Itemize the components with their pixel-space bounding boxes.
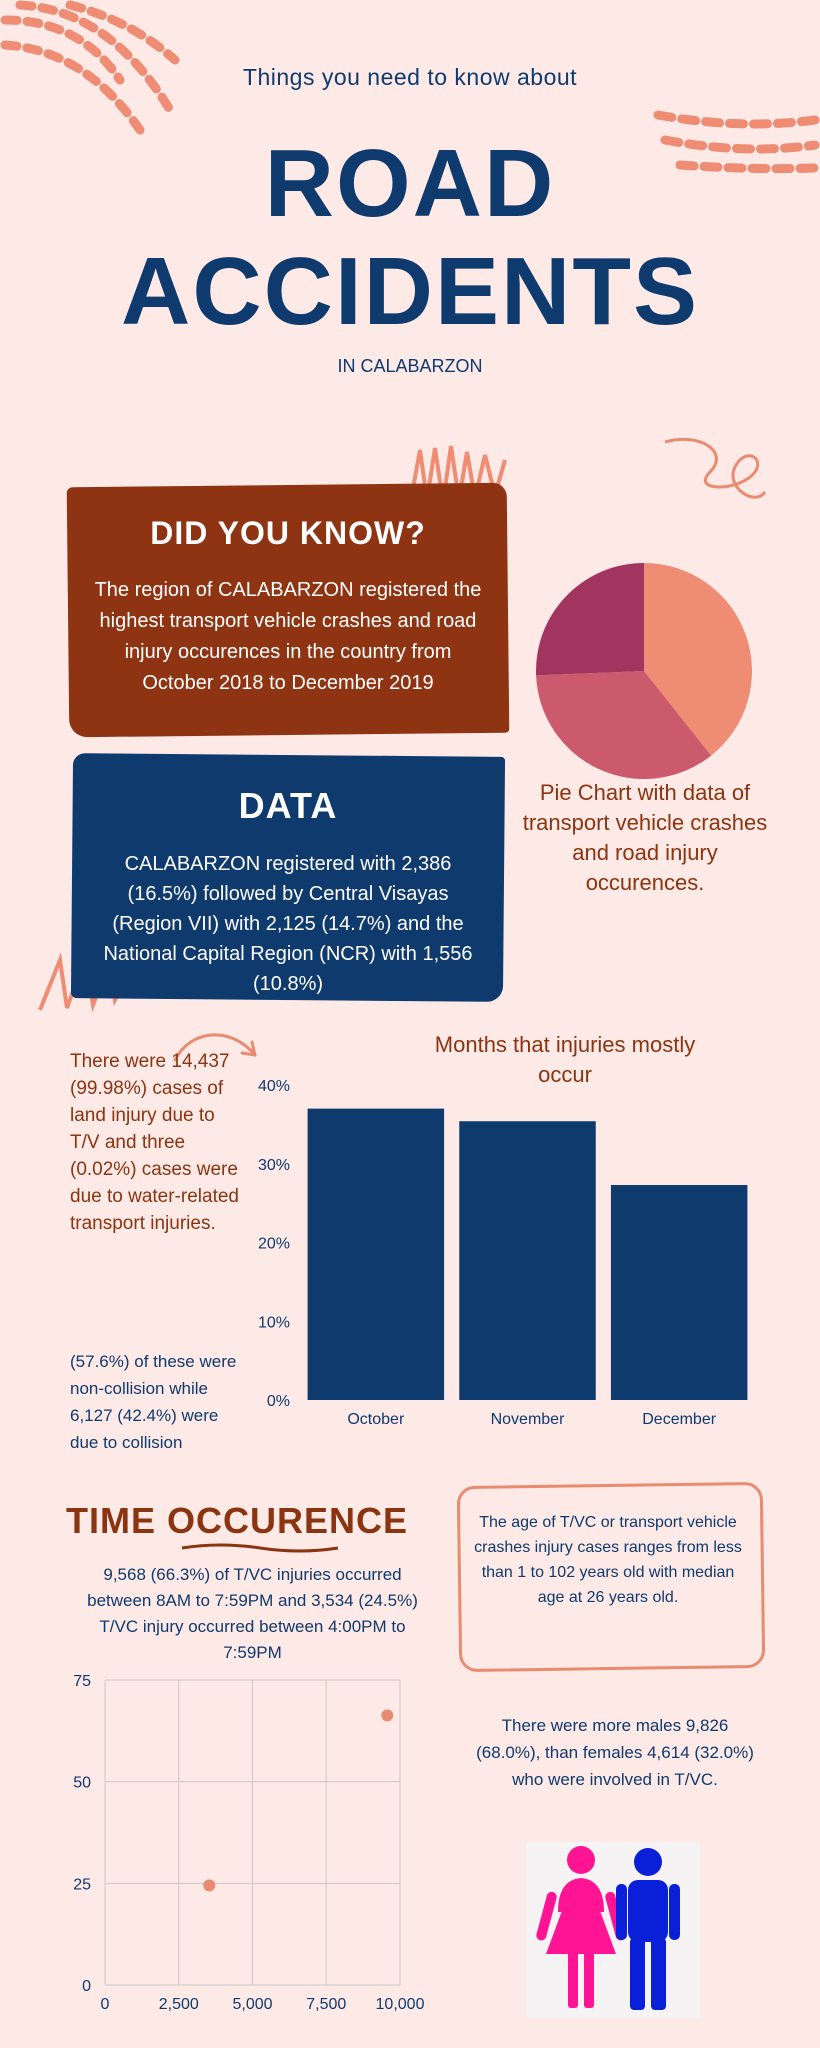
y-tick-label: 20% bbox=[258, 1236, 290, 1253]
y-tick-label: 0 bbox=[82, 1978, 91, 1995]
squiggle-icon bbox=[664, 437, 767, 499]
x-tick-label: 7,500 bbox=[306, 1996, 346, 2013]
scatter-point bbox=[381, 1709, 394, 1722]
pie-slice bbox=[644, 563, 752, 756]
bar bbox=[307, 1108, 445, 1400]
y-tick-label: 10% bbox=[258, 1314, 290, 1331]
x-tick-label: 5,000 bbox=[232, 1996, 272, 2013]
time-occurence-body: 9,568 (66.3%) of T/VC injuries occurred … bbox=[87, 1565, 418, 1662]
x-tick-label: December bbox=[642, 1411, 716, 1428]
gender-icons bbox=[536, 1846, 680, 2010]
bar bbox=[459, 1121, 596, 1400]
male-icon bbox=[616, 1848, 680, 2010]
injury-note: There were 14,437 (99.98%) cases of land… bbox=[70, 1051, 239, 1234]
bar-chart-title: Months that injuries mostly occur bbox=[434, 1032, 696, 1087]
bar-chart: 0% 10% 20% 30% 40% October November December bbox=[258, 1078, 748, 1428]
region-label: IN CALABARZON bbox=[337, 356, 483, 376]
y-tick-label: 40% bbox=[258, 1078, 290, 1095]
y-tick-label: 0% bbox=[267, 1393, 290, 1410]
y-tick-label: 25 bbox=[73, 1876, 91, 1893]
did-you-know-body: The region of CALABARZON registered the … bbox=[94, 579, 482, 694]
y-tick-label: 75 bbox=[73, 1673, 91, 1690]
x-tick-label: 2,500 bbox=[159, 1996, 199, 2013]
scatter-point bbox=[203, 1879, 216, 1892]
title-line-1: ROAD bbox=[264, 130, 556, 237]
pie-slice bbox=[536, 563, 644, 676]
collision-note: (57.6%) of these were non-collision whil… bbox=[70, 1352, 237, 1452]
female-icon bbox=[536, 1846, 626, 2008]
pie-chart bbox=[536, 563, 752, 779]
scatter-chart: 0 2,500 5,000 7,500 10,000 0 25 50 75 bbox=[73, 1673, 425, 2013]
y-tick-label: 30% bbox=[258, 1157, 290, 1174]
x-tick-label: October bbox=[347, 1411, 405, 1428]
pie-caption: Pie Chart with data of transport vehicle… bbox=[522, 780, 768, 895]
data-body: CALABARZON registered with 2,386 (16.5%)… bbox=[103, 853, 473, 995]
gender-note: There were more males 9,826 (68.0%), tha… bbox=[476, 1716, 754, 1789]
x-tick-label: November bbox=[491, 1411, 565, 1428]
gender-illustration bbox=[526, 1842, 700, 2018]
data-title: DATA bbox=[238, 785, 338, 826]
underline-decoration bbox=[181, 1543, 339, 1553]
page-title: ROAD ACCIDENTS bbox=[0, 130, 820, 346]
time-occurence-title: TIME OCCURENCE bbox=[66, 1500, 409, 1541]
dash-decoration-icon bbox=[653, 110, 820, 174]
did-you-know-title: DID YOU KNOW? bbox=[150, 515, 426, 551]
curly-arrow-icon bbox=[173, 1033, 257, 1062]
x-tick-label: 10,000 bbox=[376, 1996, 425, 2013]
y-tick-label: 50 bbox=[73, 1775, 91, 1792]
title-line-2: ACCIDENTS bbox=[120, 238, 699, 345]
x-tick-label: 0 bbox=[101, 1996, 110, 2013]
dash-decoration-icon bbox=[0, 0, 180, 135]
bar bbox=[610, 1185, 748, 1400]
age-note: The age of T/VC or transport vehicle cra… bbox=[474, 1514, 742, 1606]
page-subtitle: Things you need to know about bbox=[242, 64, 578, 90]
pie-slice bbox=[536, 671, 712, 779]
